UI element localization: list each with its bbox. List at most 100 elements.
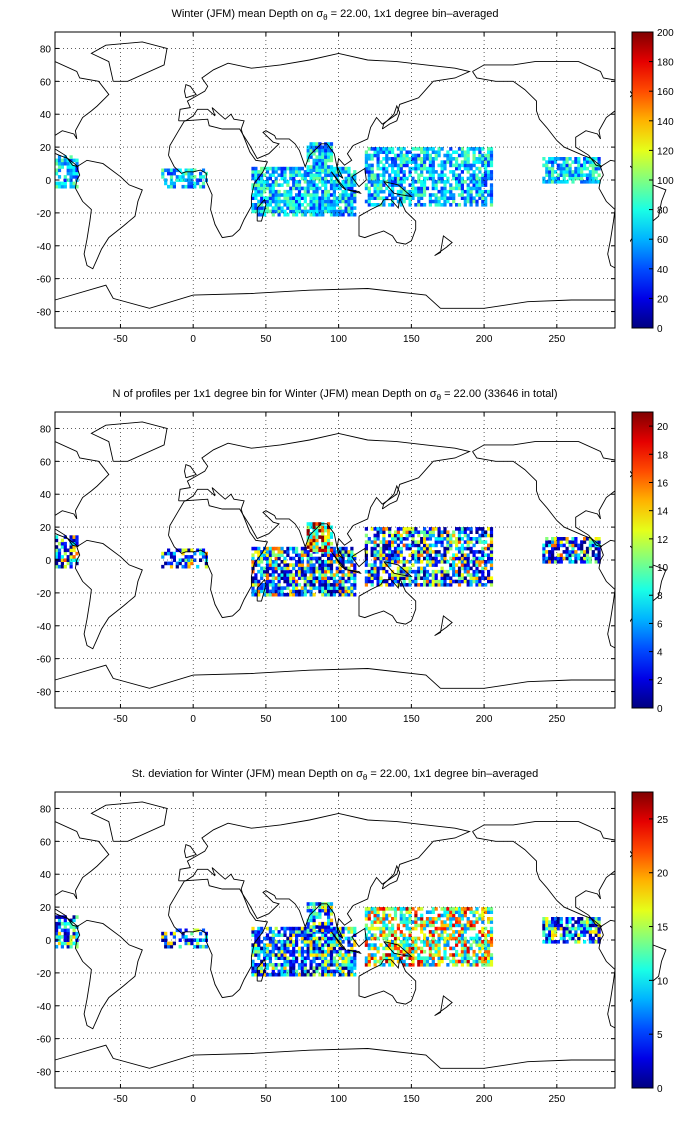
data-bin [428,533,432,538]
data-bin [271,940,275,944]
data-bin [585,180,590,184]
data-bin [399,163,403,168]
data-bin [385,540,389,544]
data-bin [341,199,345,204]
data-bin [321,573,325,577]
data-bin [391,930,395,934]
data-bin [312,921,316,926]
data-bin [367,917,371,921]
data-bin [571,546,575,551]
data-bin [376,926,380,931]
data-bin [184,935,188,939]
data-bin [327,908,331,913]
data-bin [178,548,182,553]
data-bin [455,579,459,584]
data-bin [187,168,191,173]
data-bin [303,189,307,194]
data-bin [309,142,313,146]
data-bin [257,966,261,970]
data-bin [318,556,322,561]
data-bin [437,569,441,574]
data-bin [588,920,592,924]
data-bin [312,538,316,543]
data-bin [324,203,328,207]
data-bin [271,949,275,954]
data-bin [72,545,76,549]
data-bin [455,157,459,161]
data-bin [446,196,450,200]
data-bin [260,963,264,967]
data-bin [373,946,377,951]
data-bin [489,936,494,941]
mask [0,380,55,760]
data-bin [484,160,488,164]
data-bin [420,576,424,580]
data-bin [268,936,272,941]
data-bin [391,573,395,577]
data-bin [341,579,345,584]
data-bin [382,930,386,934]
data-bin [446,150,450,154]
y-tick-label: 20 [40,143,52,154]
data-bin [297,946,302,951]
data-bin [344,579,348,584]
data-bin [300,166,304,171]
data-bin [321,925,325,929]
data-bin [286,926,290,931]
data-bin [312,969,316,974]
data-bin [315,930,319,934]
data-bin [286,573,290,577]
data-bin [373,926,377,931]
coastline [168,878,269,999]
data-bin [463,153,467,158]
data-bin [63,158,67,163]
data-bin [396,189,400,194]
data-bin [414,576,418,580]
data-bin [411,579,415,584]
data-bin [457,183,462,187]
data-bin [440,176,444,181]
data-bin [329,969,334,974]
data-bin [251,966,255,970]
data-bin [417,546,421,551]
data-bin [309,556,313,561]
data-bin [309,212,313,217]
data-bin [332,583,336,587]
data-bin [457,176,462,181]
data-bin [391,147,395,151]
colorbar-tick-label: 4 [657,648,663,659]
data-bin [347,579,351,584]
data-bin [341,180,345,184]
data-bin [353,930,357,934]
data-bin [315,576,319,580]
data-bin [318,963,322,967]
data-bin [367,926,371,931]
data-bin [423,203,427,207]
data-bin [460,183,464,187]
data-bin [469,566,473,571]
colorbar-tick-label: 200 [657,28,674,39]
data-bin [548,166,552,171]
data-bin [184,168,188,173]
data-bin [338,586,342,590]
data-bin [597,160,601,164]
data-bin [393,910,398,914]
data-bin [585,176,590,181]
data-bin [161,931,165,936]
data-bin [329,902,334,906]
data-bin [565,537,569,541]
data-bin [472,160,476,164]
data-bin [408,946,412,951]
data-bin [559,543,563,548]
data-bin [379,183,383,187]
data-bin [292,556,296,561]
colorbar [631,791,654,1089]
data-bin [300,966,304,970]
data-bin [364,543,368,548]
data-bin [350,966,354,970]
data-bin [481,913,485,918]
data-bin [353,926,357,931]
data-bin [420,157,424,161]
data-bin [312,189,316,194]
data-bin [271,546,275,551]
